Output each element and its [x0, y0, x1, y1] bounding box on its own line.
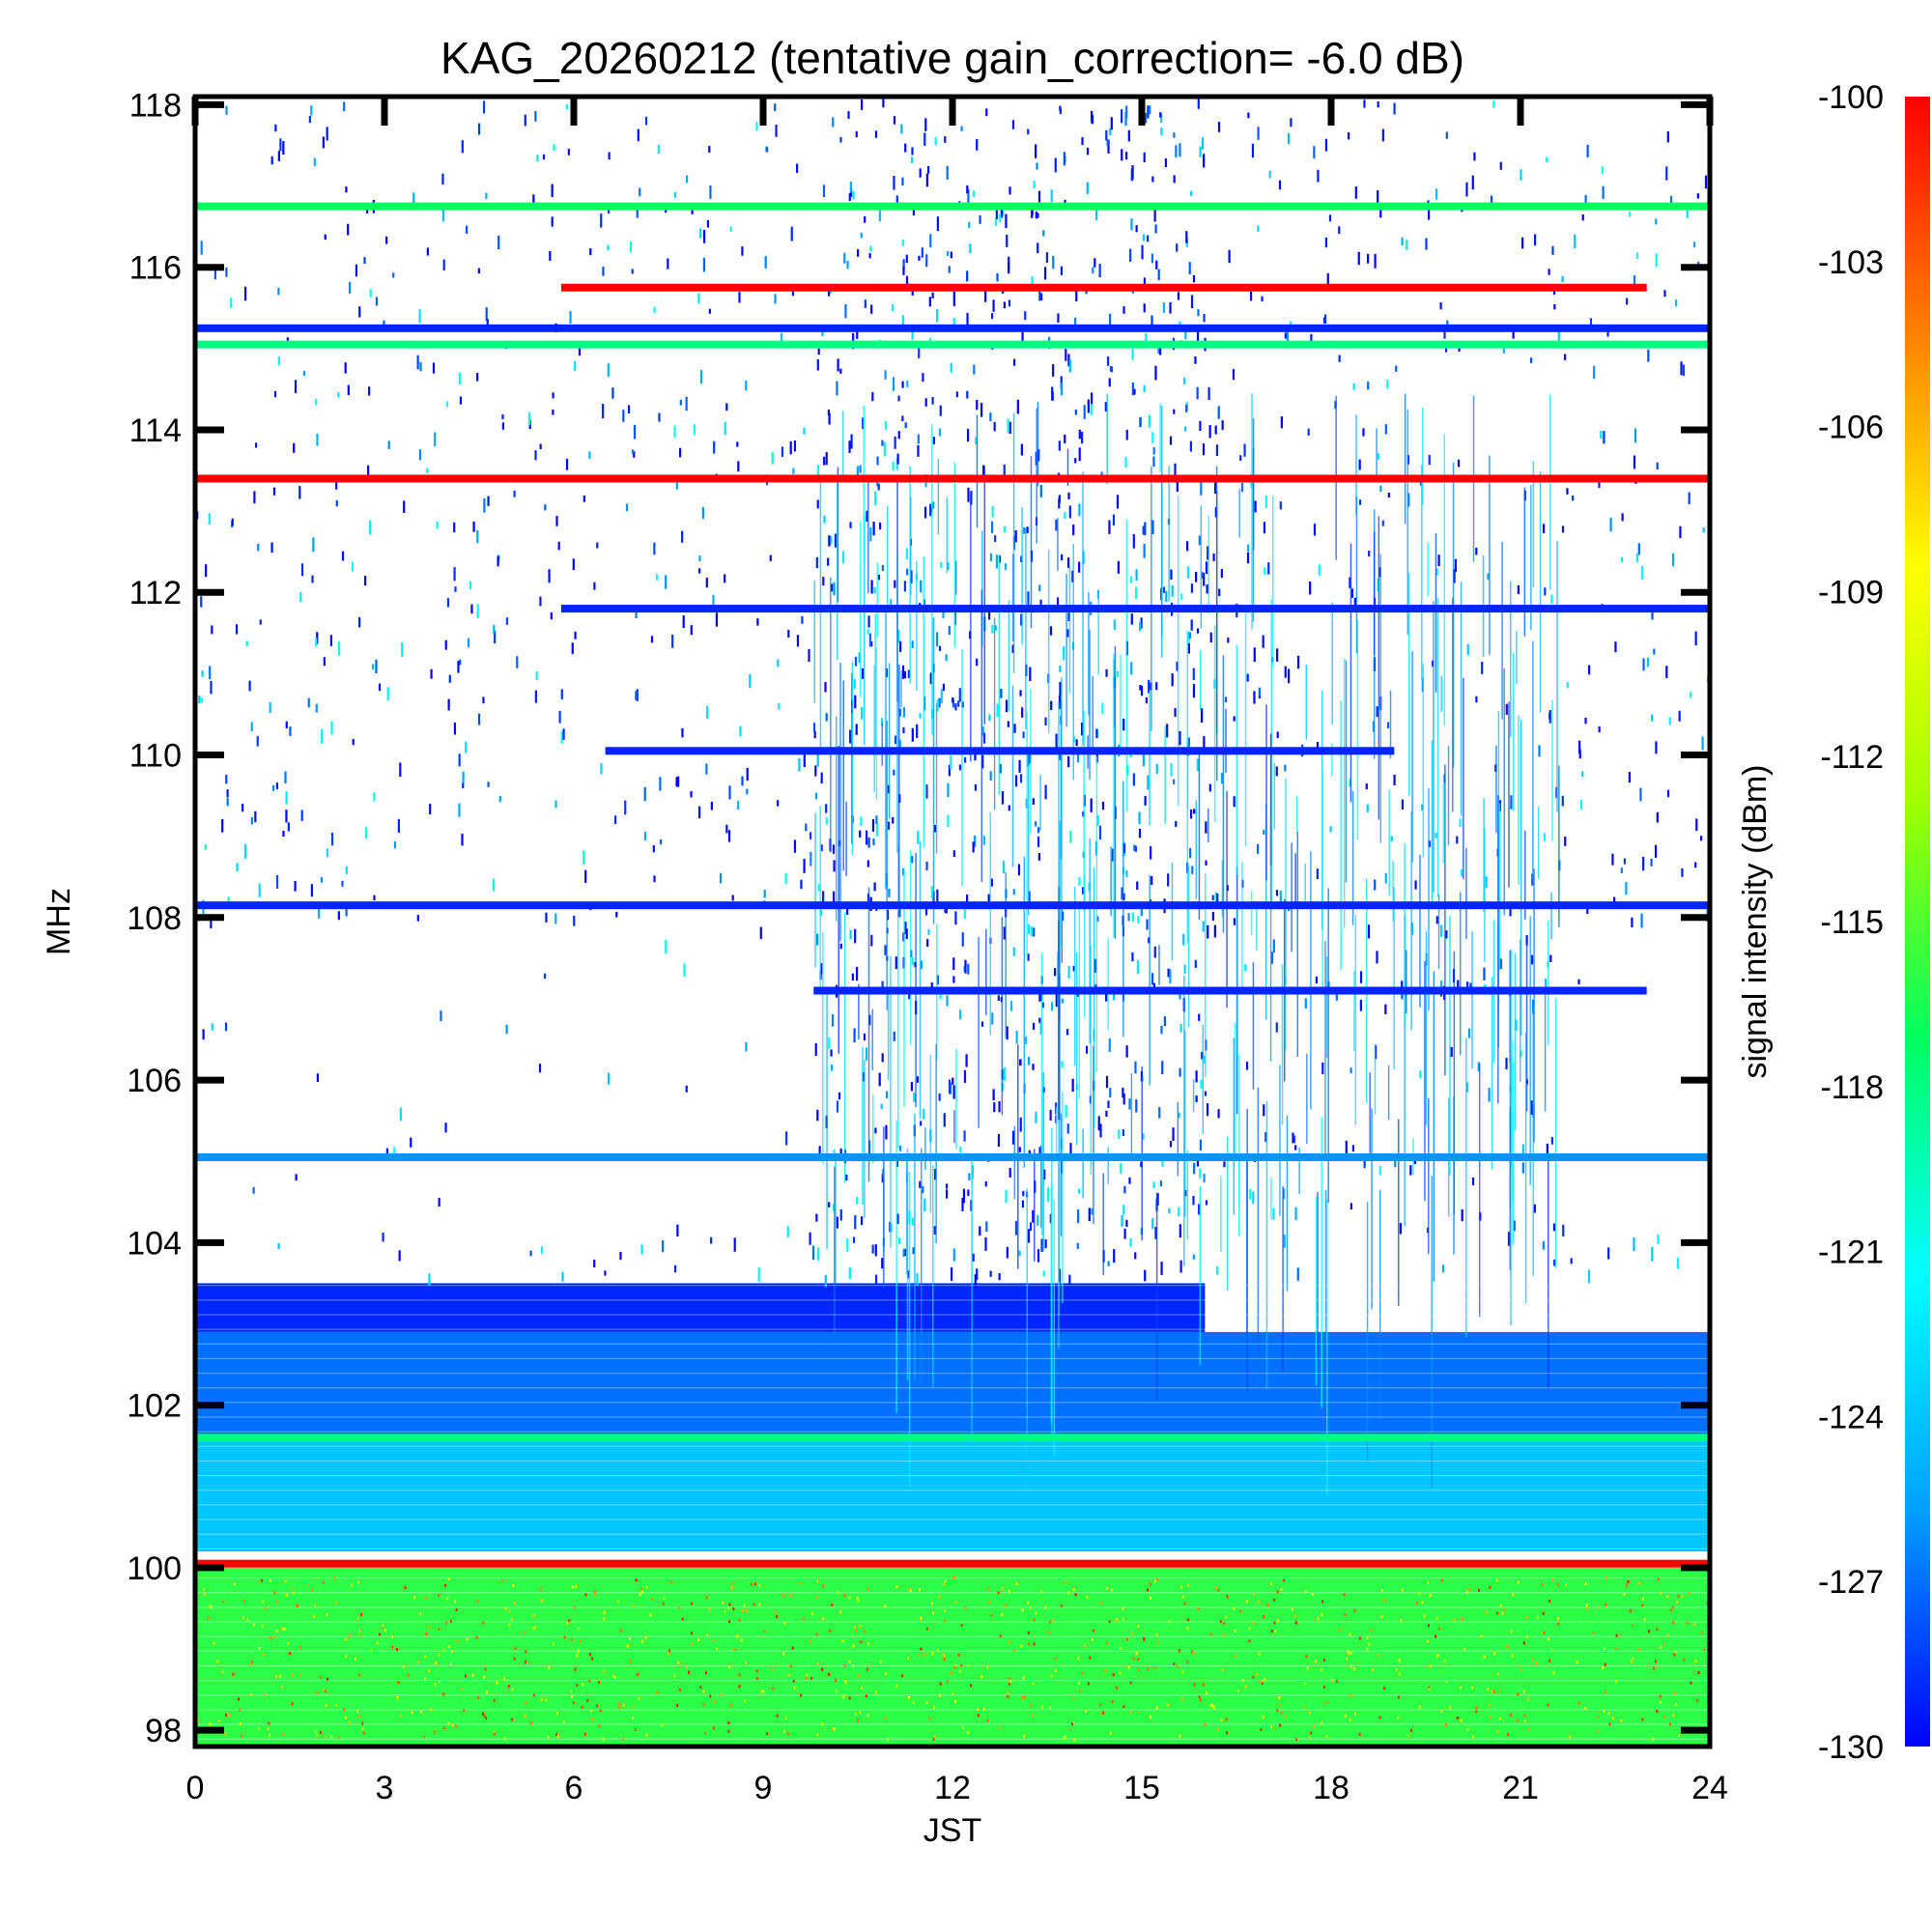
- colorbar-tick-label: -103: [1818, 244, 1884, 281]
- y-tick-label: 110: [129, 738, 182, 775]
- colorbar-tick-label: -109: [1818, 574, 1884, 611]
- colorbar-tick-label: -121: [1818, 1235, 1884, 1271]
- y-tick-label: 98: [145, 1713, 182, 1749]
- y-tick-label: 108: [127, 900, 182, 937]
- x-tick-label: 21: [1502, 1770, 1539, 1806]
- heatmap-area: [195, 98, 1710, 1747]
- band-texture: [195, 1285, 1710, 1742]
- x-tick-label: 6: [565, 1770, 583, 1806]
- carrier-line: [560, 605, 1710, 613]
- x-tick-label: 15: [1123, 1770, 1160, 1806]
- colorbar-tick-label: -118: [1820, 1069, 1884, 1106]
- background-band: [195, 1283, 1206, 1332]
- colorbar-tick-label: -100: [1818, 79, 1884, 116]
- colorbar-tick-label: -112: [1820, 739, 1884, 776]
- x-tick-label: 18: [1313, 1770, 1350, 1806]
- carrier-line: [813, 986, 1647, 995]
- x-tick-label: 24: [1691, 1770, 1728, 1806]
- y-tick-label: 118: [129, 87, 182, 124]
- y-tick-label: 104: [127, 1225, 182, 1262]
- carrier-line: [195, 901, 1710, 910]
- colorbar-tick-label: -106: [1818, 410, 1884, 446]
- y-tick-label: 116: [129, 250, 182, 287]
- y-tick-label: 106: [127, 1063, 182, 1099]
- chart-title: KAG_20260212 (tentative gain_correction=…: [440, 33, 1464, 83]
- x-tick-label: 9: [754, 1770, 773, 1806]
- carrier-line: [195, 1153, 1710, 1161]
- x-tick-label: 12: [934, 1770, 971, 1806]
- y-tick-label: 114: [129, 412, 182, 449]
- x-tick-label: 0: [186, 1770, 205, 1806]
- colorbar: [1905, 97, 1930, 1747]
- colorbar-tick-label: -127: [1818, 1564, 1884, 1601]
- carrier-line: [195, 474, 1710, 483]
- carrier-line: [560, 283, 1647, 292]
- background-band: [195, 1437, 1710, 1552]
- y-tick-label: 100: [127, 1550, 182, 1587]
- y-tick-label: 102: [127, 1388, 182, 1425]
- background-band: [195, 1567, 1710, 1747]
- carrier-line: [195, 202, 1710, 211]
- carrier-line: [195, 1434, 1710, 1442]
- x-axis: 0 3 6 9 12 15 18 21 24: [186, 97, 1728, 1806]
- carrier-line: [195, 1559, 1710, 1568]
- colorbar-tick-label: -130: [1818, 1729, 1884, 1766]
- y-axis: 98 100 102 104 106 108 110 112 114 116 118: [127, 87, 1710, 1749]
- carrier-line: [605, 747, 1395, 755]
- colorbar-tick-label: -124: [1818, 1399, 1884, 1435]
- carrier-line: [195, 340, 1710, 349]
- colorbar-label: signal intensity (dBm): [1737, 764, 1774, 1078]
- x-axis-label: JST: [923, 1812, 981, 1849]
- y-tick-label: 112: [129, 575, 182, 611]
- colorbar-tick-label: -115: [1820, 904, 1884, 941]
- carrier-line: [195, 324, 1710, 332]
- background-band: [195, 1331, 1710, 1438]
- y-axis-label: MHz: [41, 888, 77, 955]
- colorbar-ticks: -100 -103 -106 -109 -112 -115 -118 -121 -124 -127…: [1818, 79, 1884, 1766]
- x-tick-label: 3: [376, 1770, 394, 1806]
